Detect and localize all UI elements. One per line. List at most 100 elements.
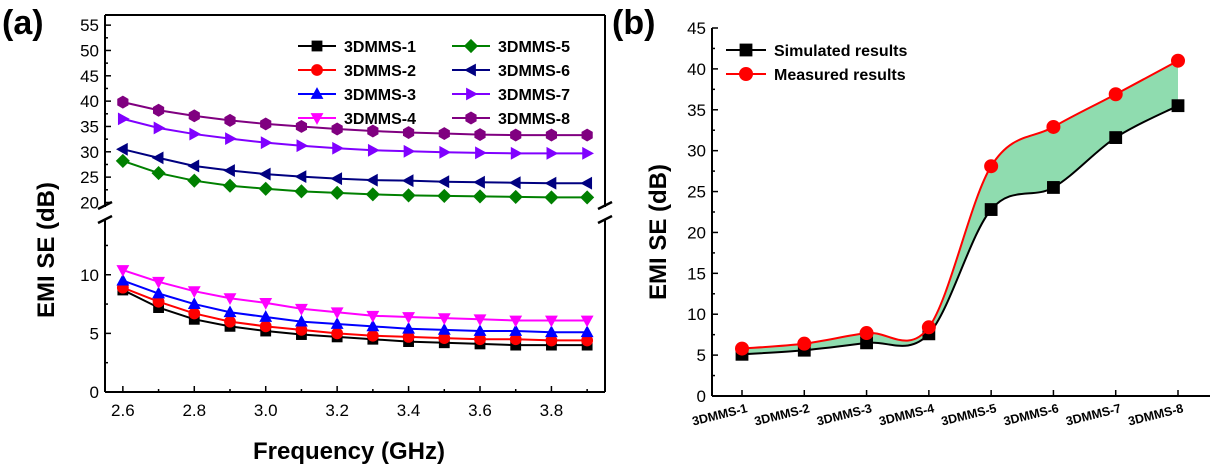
data-point-3DMMS-5 <box>151 166 166 181</box>
break-mark-right-2 <box>597 214 613 225</box>
series-Measured results <box>735 53 1186 356</box>
data-point-3DMMS-7 <box>475 146 487 160</box>
data-point-3DMMS-3 <box>330 317 344 329</box>
legend-marker-3DMMS-1 <box>311 40 323 52</box>
data-point-3DMMS-5 <box>544 190 559 205</box>
legend-label-Simulated results: Simulated results <box>774 43 907 60</box>
data-point-3DMMS-5 <box>580 190 595 205</box>
y-tick-label-b: 25 <box>687 183 706 202</box>
y-tick-label-b: 45 <box>687 19 706 38</box>
legend-marker-3DMMS-8 <box>465 111 477 125</box>
data-point-3DMMS-4 <box>545 315 558 328</box>
data-point-3DMMS-7 <box>403 144 416 158</box>
data-point-3DMMS-6 <box>580 176 593 190</box>
legend-label-3DMMS-2: 3DMMS-2 <box>344 63 416 80</box>
data-point-3DMMS-8 <box>545 128 558 142</box>
data-point-3DMMS-8 <box>438 127 450 141</box>
x-tick-label-a: 3.0 <box>254 401 278 420</box>
data-point-Simulated results <box>984 203 998 216</box>
data-point-3DMMS-4 <box>116 265 130 277</box>
y-tick-label-b: 15 <box>687 264 706 283</box>
data-point-3DMMS-6 <box>116 142 128 156</box>
legend-label-3DMMS-5: 3DMMS-5 <box>498 39 570 56</box>
series-line-3DMMS-7 <box>122 117 588 155</box>
data-point-3DMMS-5 <box>401 188 416 203</box>
y-tick-label-a: 5 <box>90 324 99 343</box>
data-point-3DMMS-3 <box>402 321 415 334</box>
data-point-3DMMS-7 <box>332 141 344 155</box>
data-point-3DMMS-8 <box>402 126 415 140</box>
y-axis-title-b: EMI SE (dB) <box>645 164 672 300</box>
series-3DMMS-7 <box>117 112 594 160</box>
data-point-3DMMS-6 <box>508 176 521 190</box>
data-point-3DMMS-8 <box>295 120 308 133</box>
y-tick-label-a: 50 <box>80 41 99 60</box>
data-point-3DMMS-6 <box>330 172 343 186</box>
legend-label-3DMMS-8: 3DMMS-8 <box>498 111 570 128</box>
data-point-3DMMS-4 <box>580 315 594 328</box>
data-point-Measured results <box>797 336 812 351</box>
data-point-3DMMS-5 <box>508 189 523 204</box>
data-point-3DMMS-4 <box>259 297 273 310</box>
data-point-3DMMS-7 <box>296 139 309 153</box>
data-point-3DMMS-3 <box>152 286 165 299</box>
x-tick-label-b: 3DMMS-5 <box>940 401 998 428</box>
y-tick-label-a: 0 <box>90 383 99 402</box>
series-Simulated results <box>735 99 1185 361</box>
data-point-3DMMS-7 <box>546 146 559 160</box>
data-point-3DMMS-4 <box>152 276 165 289</box>
x-tick-label-a: 2.8 <box>182 401 206 420</box>
data-point-3DMMS-4 <box>295 303 308 316</box>
data-point-3DMMS-4 <box>509 315 523 328</box>
series-3DMMS-3 <box>116 273 594 338</box>
data-point-3DMMS-3 <box>509 324 523 336</box>
data-point-3DMMS-8 <box>188 109 200 123</box>
y-tick-label-b: 40 <box>687 60 706 79</box>
data-point-3DMMS-7 <box>367 143 380 157</box>
y-tick-label-b: 30 <box>687 142 706 161</box>
data-point-Measured results <box>984 159 999 174</box>
y-tick-label-b: 0 <box>697 387 706 406</box>
series-line-3DMMS-2 <box>122 286 588 342</box>
data-point-3DMMS-5 <box>222 178 238 193</box>
data-point-3DMMS-7 <box>153 121 166 135</box>
x-tick-label-a: 3.2 <box>325 401 349 420</box>
y-tick-label-a: 40 <box>80 92 99 111</box>
data-point-3DMMS-6 <box>437 175 450 189</box>
data-point-3DMMS-5 <box>330 185 345 200</box>
data-point-3DMMS-4 <box>402 312 415 324</box>
legend-marker-3DMMS-6 <box>464 63 476 77</box>
y-tick-label-a: 25 <box>80 168 99 187</box>
legend-b: Simulated results Measured results <box>726 43 907 84</box>
legend-marker-Simulated results <box>739 43 753 57</box>
data-point-3DMMS-4 <box>473 314 487 327</box>
y-tick-label-a: 10 <box>80 266 99 285</box>
series-3DMMS-5 <box>115 153 595 205</box>
data-point-3DMMS-3 <box>223 305 237 318</box>
y-tick-label-b: 20 <box>687 223 706 242</box>
y-axis-title-a: EMI SE (dB) <box>33 182 60 318</box>
series-line-Simulated results <box>741 104 1179 356</box>
data-point-3DMMS-5 <box>115 153 130 168</box>
series-line-3DMMS-1 <box>122 289 588 347</box>
x-tick-label-b: 3DMMS-4 <box>878 401 936 428</box>
data-point-3DMMS-8 <box>474 128 486 142</box>
panel-label-a: (a) <box>2 4 44 42</box>
legend-marker-3DMMS-3 <box>310 87 324 99</box>
y-tick-label-a: 45 <box>80 67 99 86</box>
legend-marker-3DMMS-7 <box>466 87 478 101</box>
series-line-3DMMS-8 <box>122 101 588 137</box>
data-point-3DMMS-6 <box>366 173 378 187</box>
legend-label-3DMMS-3: 3DMMS-3 <box>344 87 416 104</box>
data-point-Measured results <box>921 320 936 335</box>
data-point-3DMMS-7 <box>260 136 273 150</box>
data-point-3DMMS-3 <box>473 324 487 336</box>
data-point-3DMMS-3 <box>187 297 201 309</box>
x-tick-label-a: 3.4 <box>397 401 421 420</box>
data-point-3DMMS-6 <box>151 151 164 165</box>
legend-label-3DMMS-7: 3DMMS-7 <box>498 87 570 104</box>
data-point-3DMMS-2 <box>259 320 272 333</box>
y-tick-label-b: 10 <box>687 305 706 324</box>
fill-between-area <box>742 60 1178 355</box>
